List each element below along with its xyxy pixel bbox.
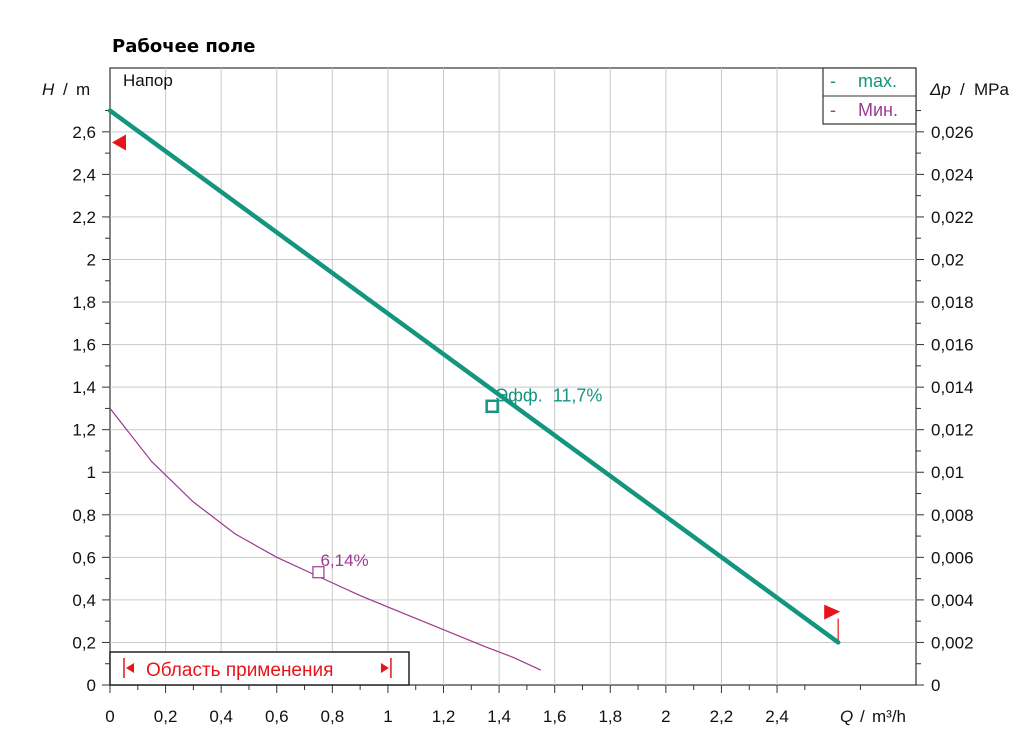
y-axis-tick-labels: 0 0,2 0,4 0,6 0,8 1 1,2 1,4 1,6 1,8 2 2,2 2,4 2,6 — [72, 123, 96, 695]
legend-label-max: max. — [858, 71, 897, 91]
x-tick-label: 2,2 — [710, 707, 734, 726]
x-axis-symbol: Q — [840, 707, 853, 726]
y-tick-label: 0,4 — [72, 591, 96, 610]
x-tick-label: 0,2 — [154, 707, 178, 726]
y-axis-unit: m — [76, 80, 90, 99]
y2-tick-label: 0 — [931, 676, 940, 695]
application-range-box — [109, 651, 410, 686]
x-tick-label: 0 — [105, 707, 114, 726]
svg-text:/: / — [63, 80, 68, 99]
x-tick-label: 0,6 — [265, 707, 289, 726]
y-tick-label: 1,6 — [72, 336, 96, 355]
y2-axis-symbol: Δp — [929, 80, 951, 99]
efficiency-marker-max — [485, 399, 499, 414]
range-arrow-start — [126, 663, 134, 673]
y2-tick-label: 0,026 — [931, 123, 974, 142]
y-tick-label: 1,8 — [72, 293, 96, 312]
x-tick-label: 1,8 — [598, 707, 622, 726]
y-axis-symbol: H — [42, 80, 55, 99]
x-tick-label: 0,8 — [321, 707, 345, 726]
application-range-indicator — [123, 658, 392, 678]
efficiency-label-max: Эфф. 11,7% — [495, 385, 602, 405]
series-line-max — [107, 108, 841, 645]
y2-tick-label: 0,018 — [931, 293, 974, 312]
y2-tick-label: 0,008 — [931, 506, 974, 525]
limit-marker-right — [824, 604, 841, 620]
y2-tick-label: 0,002 — [931, 633, 974, 652]
y2-tick-label: 0,014 — [931, 378, 974, 397]
y2-tick-label: 0,02 — [931, 250, 964, 269]
svg-text:/: / — [860, 707, 865, 726]
x-axis-title: Q / m³/h — [840, 707, 906, 726]
y-tick-label: 1,4 — [72, 378, 96, 397]
limit-marker-left — [112, 134, 126, 151]
y-tick-label: 1,2 — [72, 421, 96, 440]
range-arrow-end — [380, 663, 389, 673]
x-tick-label: 2,4 — [765, 707, 789, 726]
y-tick-label: 0,2 — [72, 633, 96, 652]
y2-tick-label: 0,022 — [931, 208, 974, 227]
y-tick-label: 2,2 — [72, 208, 96, 227]
series-line-min — [109, 408, 542, 671]
legend-label-min: Мин. — [858, 100, 898, 120]
legend-dash-min: - — [830, 100, 836, 120]
application-range-label: Область применения — [146, 660, 333, 681]
grid — [110, 68, 916, 685]
y2-axis-tick-labels: 0 0,002 0,004 0,006 0,008 0,01 0,012 0,014 0,016… — [931, 123, 974, 695]
y2-tick-label: 0,024 — [931, 165, 974, 184]
y-axis-title: H / m — [42, 80, 90, 99]
y2-tick-label: 0,012 — [931, 421, 974, 440]
x-tick-label: 1,6 — [543, 707, 567, 726]
x-tick-label: 0,4 — [209, 707, 233, 726]
y-tick-label: 2,4 — [72, 165, 96, 184]
plot-frame — [109, 67, 917, 686]
y2-tick-label: 0,01 — [931, 463, 964, 482]
y-tick-label: 0 — [87, 676, 96, 695]
x-tick-label: 2 — [661, 707, 670, 726]
axis-ticks — [102, 110, 924, 693]
svg-text:/: / — [960, 80, 965, 99]
x-tick-label: 1,2 — [432, 707, 456, 726]
y2-tick-label: 0,016 — [931, 336, 974, 355]
y-tick-label: 2,6 — [72, 123, 96, 142]
y-tick-label: 2 — [87, 250, 96, 269]
x-tick-label: 1 — [383, 707, 392, 726]
y-tick-label: 0,8 — [72, 506, 96, 525]
x-axis-unit: m³/h — [872, 707, 906, 726]
y-tick-label: 0,6 — [72, 548, 96, 567]
legend: - max. - Мин. — [822, 67, 917, 125]
efficiency-label-min: 6,14% — [320, 551, 368, 570]
y-tick-label: 1 — [87, 463, 96, 482]
plot-label: Напор — [123, 71, 173, 90]
y2-axis-unit: MPa — [974, 80, 1010, 99]
x-axis-tick-labels: 0 0,2 0,4 0,6 0,8 1 1,2 1,4 1,6 1,8 2 2,2 2,4 — [105, 707, 789, 726]
y2-axis-title: Δp / MPa — [929, 80, 1010, 99]
chart-title: Рабочее поле — [112, 36, 256, 57]
x-tick-label: 1,4 — [487, 707, 511, 726]
y2-tick-label: 0,004 — [931, 591, 974, 610]
y2-tick-label: 0,006 — [931, 548, 974, 567]
legend-dash-max: - — [830, 71, 836, 91]
application-range: Область применения — [109, 651, 410, 686]
efficiency-marker-min — [312, 566, 325, 579]
